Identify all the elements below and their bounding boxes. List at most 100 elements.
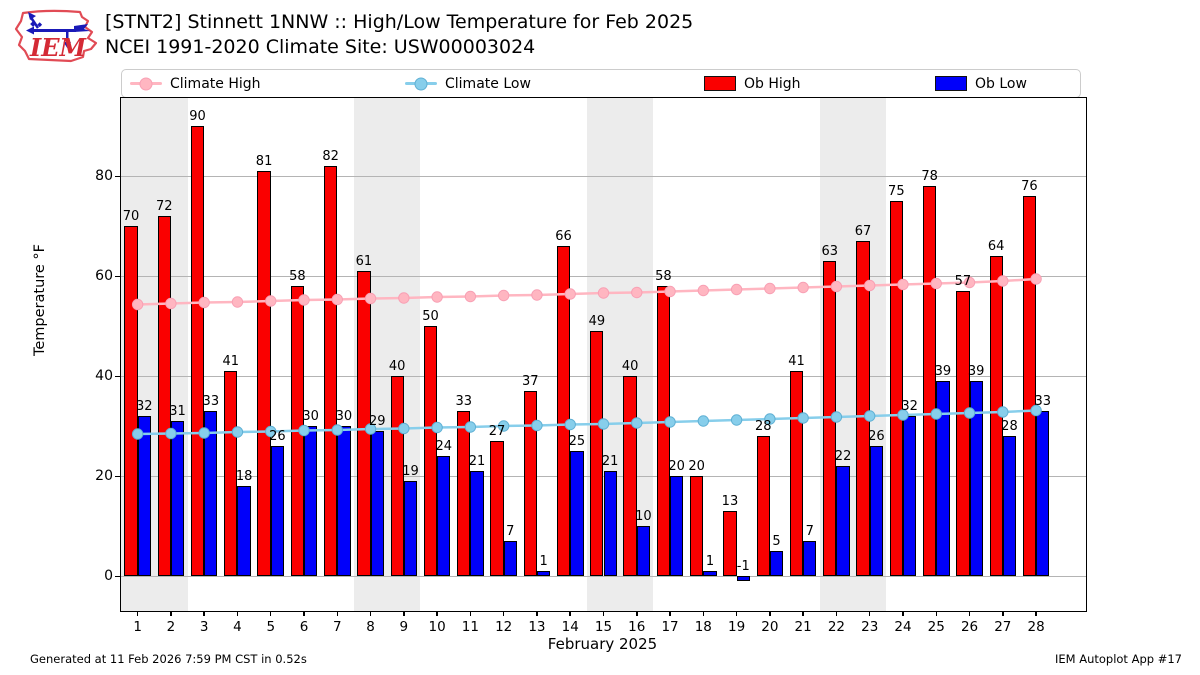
climate-low-marker — [830, 411, 843, 423]
y-tick-label: 0 — [104, 568, 113, 584]
x-tick-label: 13 — [528, 619, 546, 635]
ob-low-value: 5 — [772, 534, 781, 549]
climate-low-marker — [797, 412, 809, 424]
ob-high-bar — [224, 371, 238, 576]
legend: Climate High Climate Low Ob High Ob Low — [121, 69, 1081, 98]
legend-item-climate-high: Climate High — [130, 70, 261, 97]
x-tick-label: 24 — [894, 619, 912, 635]
x-tick-label: 3 — [199, 619, 209, 635]
ob-high-bar — [457, 411, 471, 576]
ob-low-bar — [769, 551, 784, 576]
climate-low-marker — [398, 422, 410, 435]
x-tick — [835, 611, 838, 616]
climate-high-marker — [531, 289, 543, 301]
ob-high-value: 61 — [355, 254, 373, 269]
ob-low-bar — [270, 446, 285, 576]
ob-high-value: 13 — [721, 494, 739, 509]
ob-low-value: 30 — [335, 409, 353, 424]
y-gridline — [121, 176, 1086, 177]
ob-high-value: 90 — [189, 109, 206, 124]
climate-low-marker — [564, 418, 576, 431]
climate-high-marker — [165, 297, 177, 310]
weathervane-icon — [26, 12, 90, 48]
ob-low-bar — [170, 421, 185, 576]
ob-high-value: 78 — [921, 169, 938, 184]
ob-high-value: 40 — [621, 359, 639, 374]
ob-high-bar — [323, 166, 338, 576]
x-tick-label: 5 — [266, 619, 276, 635]
climate-low-marker — [930, 408, 942, 420]
climate-high-marker — [131, 298, 144, 311]
x-tick-label: 23 — [861, 619, 879, 635]
climate-low-line-icon — [405, 77, 437, 90]
ob-high-swatch-icon — [704, 76, 736, 91]
climate-low-marker — [198, 427, 210, 439]
ob-low-bar — [736, 576, 750, 581]
climate-high-marker — [664, 285, 676, 298]
ob-low-value: 31 — [169, 404, 186, 419]
ob-high-value: 63 — [821, 244, 839, 259]
climate-low-marker — [431, 421, 443, 434]
y-tick — [115, 475, 121, 477]
x-tick-label: 14 — [561, 619, 579, 635]
climate-high-marker — [398, 292, 410, 304]
ob-high-bar — [956, 291, 970, 576]
ob-high-bar — [124, 226, 138, 576]
ob-low-swatch-icon — [935, 76, 967, 91]
app-credit: IEM Autoplot App #17 — [1054, 652, 1182, 666]
x-tick — [303, 611, 305, 616]
ob-high-value: 40 — [388, 359, 406, 374]
climate-high-marker — [864, 279, 876, 292]
ob-high-value: 64 — [987, 239, 1005, 254]
x-tick-label: 12 — [495, 619, 513, 635]
climate-low-line — [137, 409, 1037, 436]
x-tick — [536, 611, 538, 616]
y-axis-label: Temperature °F — [32, 243, 48, 357]
x-tick — [203, 611, 205, 616]
ob-high-value: 58 — [289, 269, 306, 284]
x-tick — [602, 611, 605, 616]
ob-high-value: 33 — [455, 394, 472, 409]
ob-low-value: 7 — [805, 524, 814, 539]
legend-label: Ob Low — [975, 75, 1027, 92]
ob-high-value: 81 — [255, 154, 273, 169]
climate-low-marker — [664, 416, 676, 428]
climate-high-line — [137, 277, 1037, 306]
ob-high-bar — [656, 286, 671, 576]
ob-high-value: 41 — [788, 354, 805, 369]
climate-low-marker — [631, 417, 643, 429]
x-tick — [735, 611, 738, 616]
ob-high-value: 50 — [422, 309, 439, 324]
ob-high-bar — [257, 171, 271, 576]
x-tick — [669, 611, 671, 616]
x-tick-label: 26 — [960, 619, 979, 635]
ob-low-bar — [1036, 411, 1050, 576]
ob-high-bar — [190, 126, 205, 576]
ob-low-bar — [1002, 436, 1017, 576]
y-gridline — [121, 576, 1086, 577]
ob-low-bar — [869, 446, 883, 576]
iem-logo: IEM — [14, 9, 98, 63]
x-tick-label: 6 — [299, 619, 309, 635]
x-tick — [170, 611, 172, 616]
ob-high-value: 37 — [522, 374, 539, 389]
ob-high-value: 28 — [754, 419, 772, 434]
ob-high-value: 72 — [155, 199, 173, 214]
ob-high-bar — [690, 476, 704, 576]
ob-high-value: 57 — [954, 274, 972, 289]
chart-subtitle: NCEI 1991-2020 Climate Site: USW00003024 — [105, 36, 536, 58]
ob-high-bar — [590, 331, 604, 576]
ob-low-bar — [536, 571, 551, 576]
x-tick — [902, 611, 904, 616]
x-tick-label: 15 — [594, 619, 613, 635]
legend-item-climate-low: Climate Low — [405, 70, 531, 97]
y-tick-label: 40 — [95, 368, 113, 384]
legend-label: Climate High — [170, 75, 261, 92]
ob-high-value: 70 — [122, 209, 140, 224]
ob-low-value: 25 — [568, 434, 586, 449]
ob-low-value: 7 — [506, 524, 515, 539]
x-tick-label: 27 — [994, 619, 1012, 635]
x-tick — [336, 611, 339, 616]
y-tick-label: 80 — [95, 168, 113, 184]
ob-low-bar — [204, 411, 218, 576]
